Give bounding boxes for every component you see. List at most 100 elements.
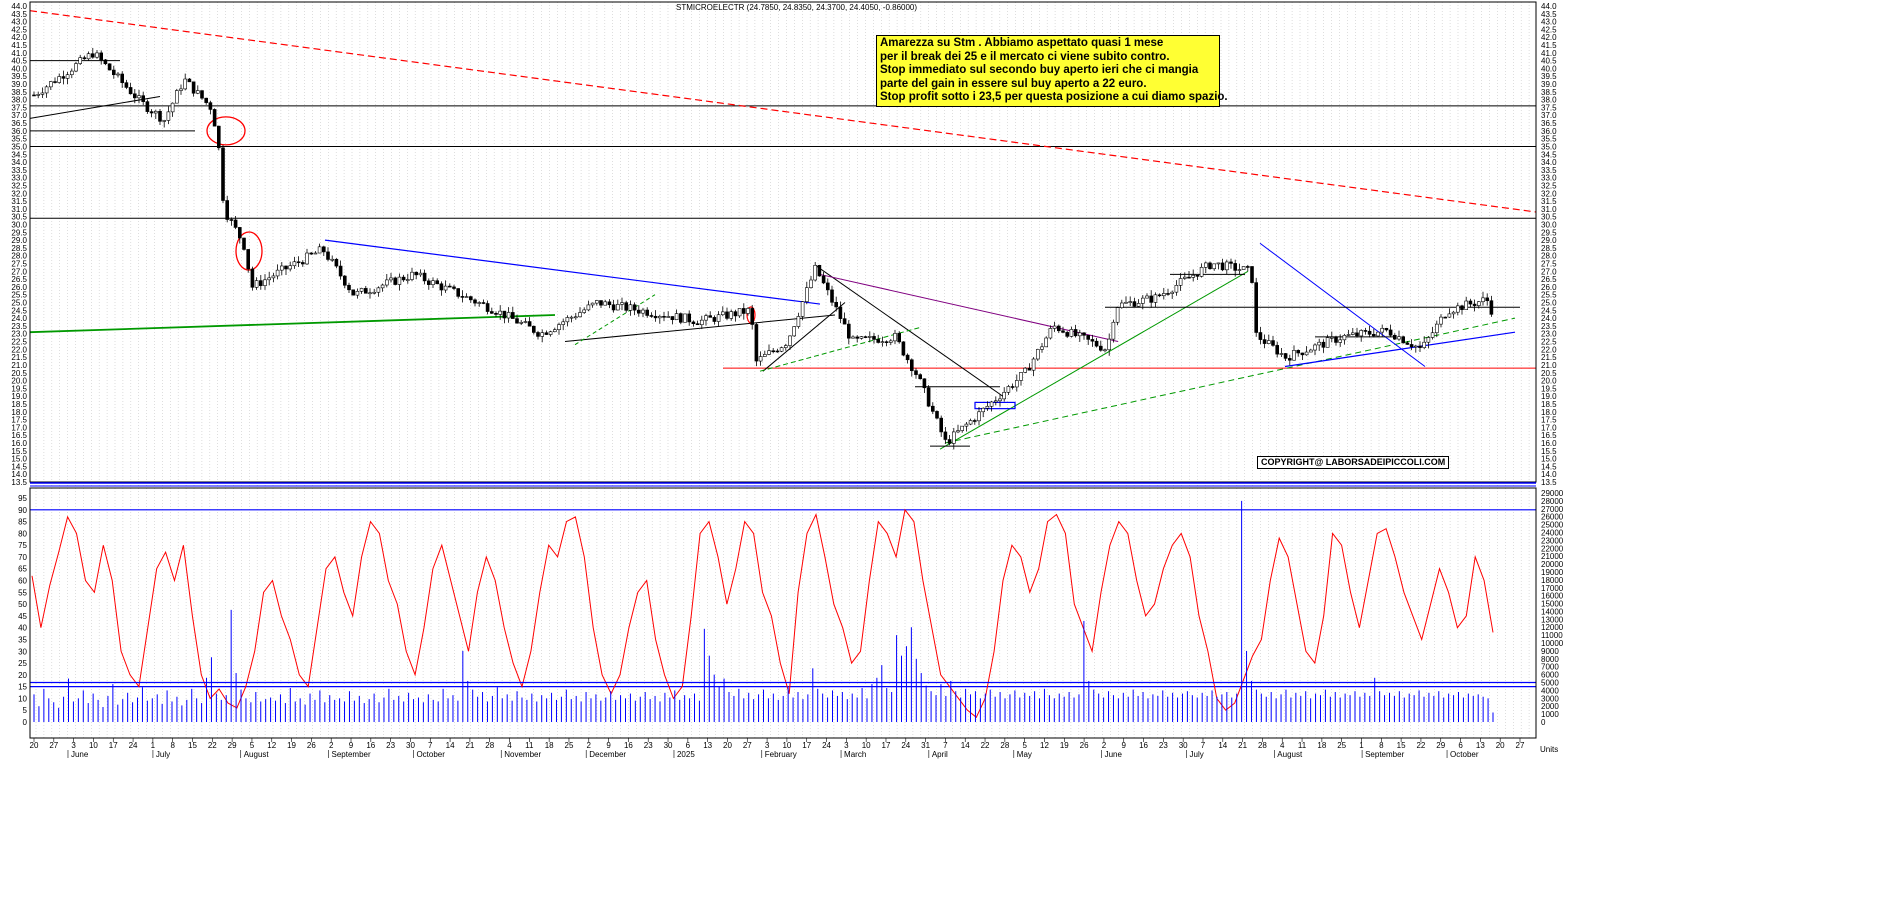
y-tick-label-right: 25.0 <box>1541 299 1557 308</box>
candle-body <box>578 312 582 318</box>
y-tick-label-right: 17.0 <box>1541 423 1557 432</box>
annotation-line: Stop profit sotto i 23,5 per questa posi… <box>880 91 1228 104</box>
candle-body <box>1061 330 1065 333</box>
candle-body <box>1468 300 1473 305</box>
x-day-label: 28 <box>1258 741 1267 750</box>
candle-body <box>935 411 939 419</box>
candle-body <box>876 339 881 343</box>
candle-body <box>569 316 574 319</box>
candle-body <box>166 111 171 121</box>
y-tick-label-right: 27.5 <box>1541 260 1557 269</box>
price-panel <box>29 10 1537 450</box>
annotation-line: Amarezza su Stm . Abbiamo aspettato quas… <box>880 37 1164 49</box>
y-tick-label-left: 28.0 <box>11 252 27 261</box>
x-day-label: 24 <box>901 741 910 750</box>
candle-body <box>1472 303 1477 306</box>
candle-body <box>909 359 914 371</box>
gap-highlight-ellipse <box>206 116 246 146</box>
candle-body <box>548 331 553 335</box>
y-tick-label-right: 16.0 <box>1541 439 1557 448</box>
x-day-label: 19 <box>1060 741 1069 750</box>
x-day-label: 2 <box>1102 741 1107 750</box>
y-tick-label-right: 41.5 <box>1541 41 1557 50</box>
x-day-label: 10 <box>89 741 98 750</box>
osc-tick-label: 75 <box>18 541 27 550</box>
candle-body <box>981 407 986 413</box>
candle-body <box>817 264 822 277</box>
volume-tick-label: 28000 <box>1541 497 1564 506</box>
x-day-label: 23 <box>386 741 395 750</box>
volume-tick-label: 18000 <box>1541 576 1564 585</box>
candle-body <box>1162 293 1166 296</box>
candle-body <box>699 319 704 326</box>
candle-body <box>309 252 314 255</box>
x-day-label: 14 <box>1218 741 1227 750</box>
candle-body <box>573 316 578 319</box>
candle-body <box>389 277 393 281</box>
x-day-label: 17 <box>882 741 891 750</box>
candle-body <box>238 227 242 239</box>
candle-body <box>254 280 259 288</box>
x-day-label: 21 <box>1238 741 1247 750</box>
x-month-label: December <box>589 750 626 759</box>
candle-body <box>1485 297 1489 302</box>
volume-tick-label: 21000 <box>1541 552 1564 561</box>
osc-tick-label: 5 <box>23 706 28 715</box>
volume-tick-label: 1000 <box>1541 710 1559 719</box>
candle-body <box>65 74 70 79</box>
candle-body <box>1027 367 1032 371</box>
candle-body <box>510 312 515 319</box>
x-day-label: 24 <box>129 741 138 750</box>
price-frame <box>29 1 1537 483</box>
candle-body <box>628 304 633 311</box>
candle-body <box>1124 301 1128 304</box>
candle-body <box>1019 372 1023 381</box>
x-day-label: 2 <box>329 741 334 750</box>
candle-body <box>330 258 335 261</box>
uptrend-dashed-green <box>574 294 656 346</box>
candle-body <box>447 285 452 288</box>
lower-frame <box>29 487 1537 739</box>
x-day-label: 27 <box>1516 741 1525 750</box>
osc-tick-label: 35 <box>18 635 27 644</box>
candle-body <box>968 420 973 425</box>
osc-tick-label: 20 <box>18 671 27 680</box>
candle-body <box>196 90 200 94</box>
volume-tick-label: 6000 <box>1541 671 1559 680</box>
x-month-label: May <box>1017 750 1032 759</box>
y-tick-label-left: 22.0 <box>11 345 27 354</box>
candle-body <box>1443 316 1447 319</box>
candle-body <box>867 336 872 338</box>
candle-body <box>1355 332 1359 337</box>
candle-body <box>1262 339 1267 344</box>
candle-body <box>452 286 456 289</box>
y-tick-label-left: 44.0 <box>11 2 27 11</box>
candle-body <box>636 309 641 314</box>
candle-body <box>1006 386 1011 393</box>
candle-body <box>317 246 322 254</box>
candle-body <box>1296 350 1300 354</box>
candle-body <box>368 292 372 295</box>
candle-body <box>1477 301 1481 306</box>
candle-body <box>1082 332 1086 336</box>
candle-body <box>485 303 490 312</box>
candle-body <box>1283 353 1288 359</box>
candle-body <box>1183 276 1187 279</box>
y-tick-label-left: 27.5 <box>11 260 27 269</box>
y-tick-label-right: 21.0 <box>1541 361 1557 370</box>
candle-body <box>380 284 385 289</box>
x-day-label: 28 <box>1000 741 1009 750</box>
y-tick-label-left: 33.0 <box>11 174 27 183</box>
candle-body <box>754 324 759 362</box>
x-day-label: 13 <box>1476 741 1485 750</box>
trendline-black <box>814 264 1006 399</box>
candle-body <box>901 341 906 356</box>
y-tick-label-right: 30.0 <box>1541 220 1557 229</box>
x-day-label: 10 <box>862 741 871 750</box>
x-day-label: 11 <box>1298 741 1307 750</box>
candle-body <box>1099 345 1103 351</box>
candle-body <box>712 317 717 322</box>
y-tick-label-right: 41.0 <box>1541 49 1557 58</box>
candle-body <box>733 311 738 317</box>
